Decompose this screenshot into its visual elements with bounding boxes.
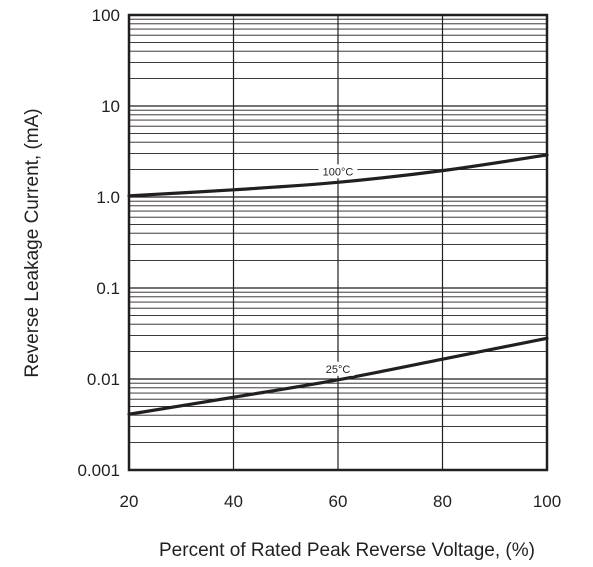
y-axis-title: Reverse Leakage Current, (mA) <box>22 108 43 377</box>
plot-frame <box>127 13 549 472</box>
series-label-text: 25°C <box>326 364 351 376</box>
y-tick-label: 10 <box>101 97 120 116</box>
y-tick-label: 1.0 <box>96 188 120 207</box>
y-tick-label: 0.01 <box>87 370 120 389</box>
series-label: 25°C <box>321 361 355 376</box>
x-tick-label: 80 <box>433 492 452 511</box>
series-label-text: 100°C <box>323 166 354 178</box>
y-tick-labels: 0.001 0.01 0.1 1.0 10 100 <box>77 6 120 480</box>
x-axis-title: Percent of Rated Peak Reverse Voltage, (… <box>159 540 535 561</box>
y-tick-label: 0.001 <box>77 461 120 480</box>
series-label-knockout <box>318 164 358 179</box>
x-tick-label: 20 <box>120 492 139 511</box>
series-label-layer: 100°C 25°C <box>318 164 358 376</box>
x-tick-label: 60 <box>329 492 348 511</box>
series-label: 100°C <box>318 164 358 179</box>
x-tick-label: 40 <box>224 492 243 511</box>
series-line-100c <box>127 153 549 198</box>
y-tick-label: 100 <box>92 6 120 25</box>
y-tick-label: 0.1 <box>96 279 120 298</box>
x-tick-labels: 20 40 60 80 100 <box>120 492 562 511</box>
series-label-knockout <box>321 361 355 376</box>
x-tick-label: 100 <box>533 492 561 511</box>
grid-layer <box>129 15 547 470</box>
series-line-25c <box>127 336 549 416</box>
series-layer <box>127 153 549 416</box>
